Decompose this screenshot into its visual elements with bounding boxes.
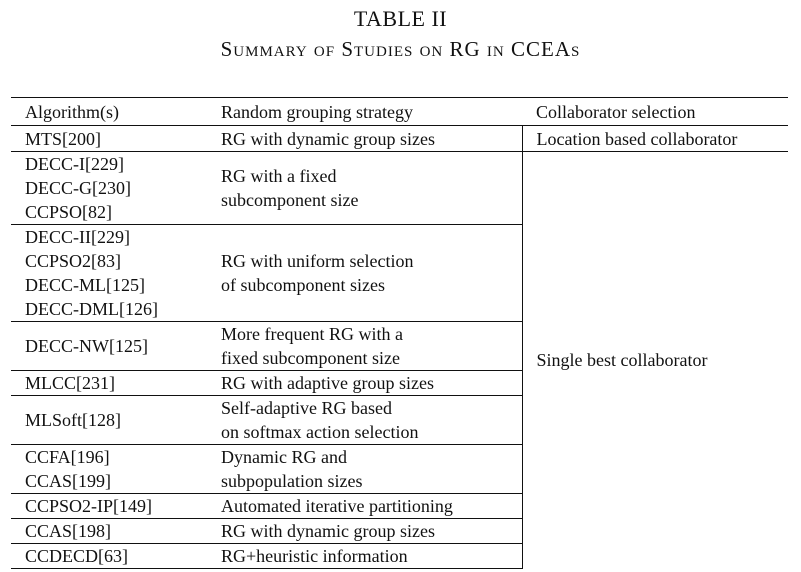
strategy-text: More frequent RG with a bbox=[221, 324, 403, 344]
table-number: TABLE II bbox=[353, 6, 448, 31]
strategy-cell: Automated iterative partitioning bbox=[207, 493, 522, 519]
table-row: MTS[200] RG with dynamic group sizes Locat… bbox=[11, 125, 788, 152]
table-row: MLSoft[128] Self-adaptive RG based on soft… bbox=[11, 395, 788, 445]
header-row: Algorithm(s) Random grouping strategy Co… bbox=[11, 97, 788, 126]
strategy-cell: Dynamic RG and subpopulation sizes bbox=[207, 444, 522, 494]
algorithm-name: MLCC[231] bbox=[25, 373, 115, 393]
header-algorithms: Algorithm(s) bbox=[11, 97, 207, 126]
strategy-cell: Self-adaptive RG based on softmax action … bbox=[207, 395, 522, 445]
strategy-text: Self-adaptive RG based bbox=[221, 398, 392, 418]
strategy-text: RG with a fixed bbox=[221, 166, 337, 186]
table-row: CCFA[196] CCAS[199] Dynamic RG and subpopul… bbox=[11, 444, 788, 494]
strategy-text: subcomponent size bbox=[221, 190, 359, 210]
algorithms-cell: MLCC[231] bbox=[11, 370, 207, 396]
strategy-text: RG+heuristic information bbox=[221, 546, 408, 566]
algorithm-name: CCPSO2-IP[149] bbox=[25, 496, 153, 516]
algorithm-name: CCPSO2[83] bbox=[25, 251, 122, 271]
strategy-text: subpopulation sizes bbox=[221, 471, 363, 491]
algorithms-cell: DECC-I[229] DECC-G[230] CCPSO[82] bbox=[11, 151, 207, 225]
strategy-cell: RG with dynamic group sizes bbox=[207, 125, 522, 152]
strategy-text: RG with adaptive group sizes bbox=[221, 373, 434, 393]
strategy-text: RG with dynamic group sizes bbox=[221, 128, 435, 149]
strategy-text: fixed subcomponent size bbox=[221, 348, 400, 368]
collaborator-cell: Location based collaborator bbox=[521, 125, 788, 152]
algorithms-cell: MTS[200] bbox=[11, 125, 207, 152]
table-row: CCPSO2-IP[149] Automated iterative partit… bbox=[11, 493, 788, 519]
table-row: DECC-II[229] CCPSO2[83] DECC-ML[125] DECC-D… bbox=[11, 224, 788, 322]
strategy-cell: More frequent RG with a fixed subcomponen… bbox=[207, 321, 522, 371]
strategy-text: of subcomponent sizes bbox=[221, 275, 385, 295]
table-title: Summary of Studies on RG in CCEAs bbox=[220, 37, 581, 61]
algorithm-name: CCPSO[82] bbox=[25, 202, 113, 222]
strategy-text: on softmax action selection bbox=[221, 422, 419, 442]
algorithms-cell: CCAS[198] bbox=[11, 518, 207, 544]
algorithm-name: DECC-DML[126] bbox=[25, 299, 158, 319]
algorithm-name: DECC-NW[125] bbox=[25, 336, 148, 356]
table-row: DECC-I[229] DECC-G[230] CCPSO[82] RG with a… bbox=[11, 151, 788, 569]
table-row: CCDECD[63] RG+heuristic information bbox=[11, 543, 788, 569]
header-strategy: Random grouping strategy bbox=[207, 97, 522, 126]
header-collaborator: Collaborator selection bbox=[522, 97, 788, 126]
algorithms-cell: CCDECD[63] bbox=[11, 543, 207, 569]
algorithms-cell: CCFA[196] CCAS[199] bbox=[11, 444, 207, 494]
table-row: DECC-NW[125] More frequent RG with a fixed… bbox=[11, 321, 788, 371]
strategy-cell: RG with dynamic group sizes bbox=[207, 518, 522, 544]
algorithm-name: DECC-ML[125] bbox=[25, 275, 145, 295]
merged-collaborator-cell: Single best collaborator bbox=[521, 151, 788, 569]
algorithm-name: MLSoft[128] bbox=[25, 410, 121, 430]
algorithm-name: DECC-II[229] bbox=[25, 227, 130, 247]
algorithms-cell: CCPSO2-IP[149] bbox=[11, 493, 207, 519]
algorithm-name: DECC-G[230] bbox=[25, 178, 131, 198]
algorithm-name: DECC-I[229] bbox=[25, 154, 124, 174]
strategy-cell: RG+heuristic information bbox=[207, 543, 522, 569]
table-row: MLCC[231] RG with adaptive group sizes bbox=[11, 370, 788, 396]
table-row: CCAS[198] RG with dynamic group sizes bbox=[11, 518, 788, 544]
strategy-text: Automated iterative partitioning bbox=[221, 496, 453, 516]
algorithm-name: CCAS[198] bbox=[25, 521, 112, 541]
algorithms-cell: DECC-NW[125] bbox=[11, 321, 207, 371]
strategy-cell: RG with a fixed subcomponent size bbox=[207, 151, 522, 225]
algorithms-cell: MLSoft[128] bbox=[11, 395, 207, 445]
algorithm-name: MTS[200] bbox=[25, 128, 101, 149]
algorithms-cell: DECC-II[229] CCPSO2[83] DECC-ML[125] DECC-D… bbox=[11, 224, 207, 322]
strategy-cell: RG with uniform selection of subcomponent… bbox=[207, 224, 522, 322]
strategy-cell: RG with adaptive group sizes bbox=[207, 370, 522, 396]
strategy-text: RG with uniform selection bbox=[221, 251, 414, 271]
algorithm-name: CCDECD[63] bbox=[25, 546, 128, 566]
algorithm-name: CCFA[196] bbox=[25, 447, 110, 467]
studies-table: Algorithm(s) Random grouping strategy Co… bbox=[11, 97, 788, 569]
strategy-text: Dynamic RG and bbox=[221, 447, 347, 467]
algorithm-name: CCAS[199] bbox=[25, 471, 112, 491]
table-body: MTS[200] RG with dynamic group sizes Locat… bbox=[11, 125, 788, 569]
strategy-text: RG with dynamic group sizes bbox=[221, 521, 435, 541]
